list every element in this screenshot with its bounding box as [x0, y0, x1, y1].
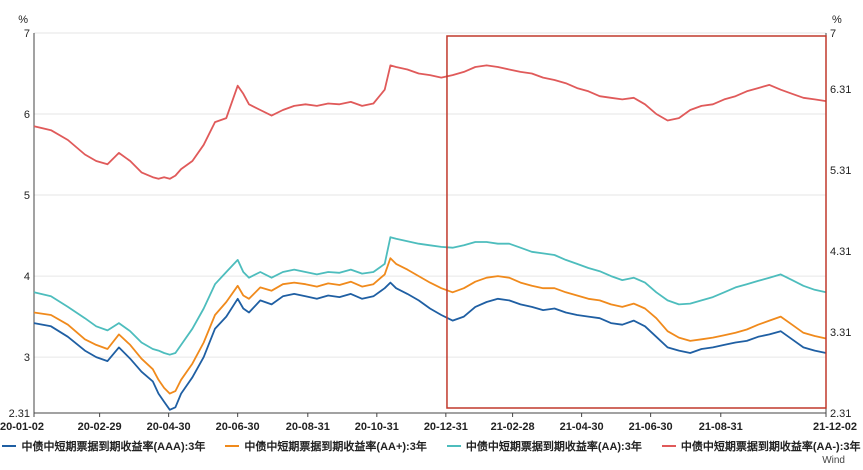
series-line-4	[33, 64, 827, 180]
source-label: Wind	[822, 455, 845, 466]
legend-item: 中债中短期票据到期收益率(AAA):3年	[2, 438, 205, 454]
y-tick-label-left: 4	[24, 271, 30, 283]
x-tick-label: 20-08-31	[286, 421, 330, 433]
tick-labels: 2.31 3 4 5 6 7 2.31 3.31 4.31 5.31 6.31 7% % 20-01-02…	[0, 14, 857, 433]
y-tick-label-right: 5.31	[830, 165, 851, 177]
y-tick-label-left: 6	[24, 109, 30, 121]
y-tick-label-left: 2.31	[9, 408, 30, 420]
y-tick-label-left: 3	[24, 352, 30, 364]
axes	[33, 33, 827, 417]
x-tick-label: 20-02-29	[78, 421, 122, 433]
x-tick-label: 21-06-30	[629, 421, 673, 433]
gridlines	[34, 32, 826, 414]
legend-label: 中债中短期票据到期收益率(AA):3年	[465, 441, 642, 453]
series-line-1	[33, 281, 827, 411]
highlight-box	[446, 35, 827, 409]
x-tick-label: 20-12-31	[424, 421, 468, 433]
x-tick-label: 20-01-02	[0, 421, 44, 433]
legend-item: 中债中短期票据到期收益率(AA+):3年	[225, 438, 427, 454]
y-tick-label-right: 2.31	[830, 408, 851, 420]
legend-label: 中债中短期票据到期收益率(AA-):3年	[680, 441, 861, 453]
x-tick-label: 21-12-02	[813, 421, 857, 433]
legend-item: 中债中短期票据到期收益率(AA-):3年	[661, 438, 861, 454]
x-tick-label: 21-04-30	[560, 421, 604, 433]
x-tick-label: 20-04-30	[147, 421, 191, 433]
y-tick-label-left: 7	[24, 28, 30, 40]
legend-swatch	[661, 445, 676, 447]
series-line-3	[33, 236, 827, 356]
y-tick-label-right: 4.31	[830, 246, 851, 258]
x-tick-label: 20-10-31	[355, 421, 399, 433]
series-lines	[33, 64, 827, 411]
x-tick-label: 20-06-30	[216, 421, 260, 433]
y-tick-label-right: 7	[830, 28, 836, 40]
x-tick-label: 21-08-31	[699, 421, 743, 433]
legend-item: 中债中短期票据到期收益率(AA):3年	[446, 438, 642, 454]
legend-swatch	[225, 445, 240, 447]
highlight-box-layer	[446, 35, 827, 409]
y-tick-label-right: 6.31	[830, 84, 851, 96]
legend: 中债中短期票据到期收益率(AAA):3年 中债中短期票据到期收益率(AA+):3年…	[0, 438, 863, 454]
legend-swatch	[2, 445, 17, 447]
y-unit-left: %	[18, 14, 28, 26]
legend-label: 中债中短期票据到期收益率(AAA):3年	[21, 441, 206, 453]
y-tick-label-right: 3.31	[830, 327, 851, 339]
y-unit-right: %	[832, 14, 842, 26]
y-tick-label-left: 5	[24, 190, 30, 202]
legend-swatch	[446, 445, 461, 447]
series-line-2	[33, 257, 827, 395]
x-tick-label: 21-02-28	[491, 421, 535, 433]
legend-label: 中债中短期票据到期收益率(AA+):3年	[244, 441, 427, 453]
